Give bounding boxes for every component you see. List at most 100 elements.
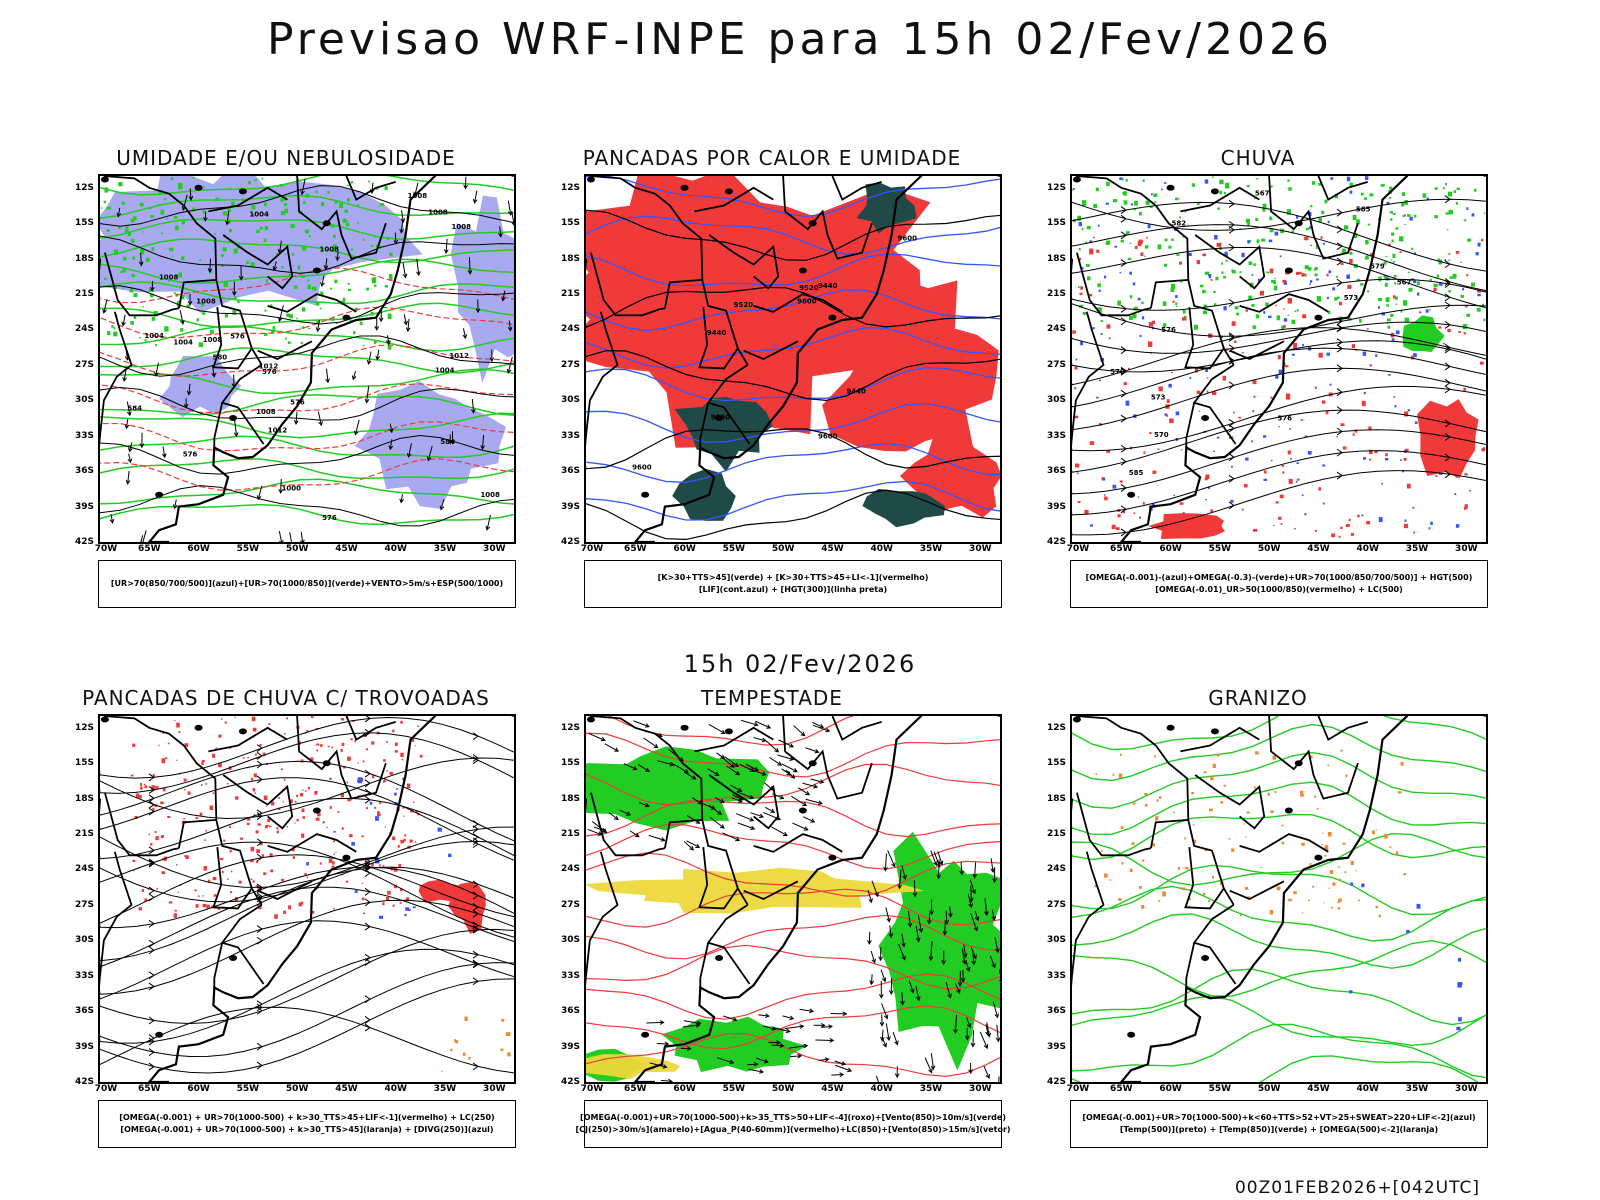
speckle <box>1392 213 1396 215</box>
speckle <box>205 829 207 832</box>
speckle <box>1323 902 1325 904</box>
speckle <box>111 325 114 328</box>
speckle <box>348 288 352 292</box>
contour-label: 1004 <box>144 332 164 340</box>
speckle <box>1255 218 1259 222</box>
latitude-tick-label: 33S <box>1046 970 1066 981</box>
pressure-contour <box>100 386 514 421</box>
longitude-tick-label: 70W <box>580 544 604 554</box>
lake-mark <box>641 491 650 498</box>
speckle <box>392 836 396 841</box>
run-timestamp: 00Z01FEB2026+[042UTC] <box>1234 1178 1480 1198</box>
wind-vector-head <box>393 239 399 245</box>
speckle <box>228 766 232 770</box>
speckle <box>156 887 159 890</box>
speckle <box>168 742 170 745</box>
wind-vector-head <box>802 801 808 807</box>
wind-vector <box>673 763 689 774</box>
wind-vector <box>834 1060 846 1065</box>
latitude-axis: 12S 15S 18S 21S 24S 27S 30S 33S 36S 39S 42S <box>542 714 582 1087</box>
speckle <box>1074 366 1078 370</box>
speckle <box>311 910 315 914</box>
speckle <box>1216 242 1222 247</box>
speckle <box>1282 471 1285 474</box>
speckle <box>1481 238 1484 242</box>
latitude-tick-label: 21S <box>560 289 580 300</box>
map-canvas: 585 585 582 579 576 576 573 570 567 573 570 567 <box>1070 174 1488 544</box>
border-line <box>345 716 396 741</box>
border-line <box>212 819 253 910</box>
speckle <box>263 238 267 243</box>
speckle <box>1384 275 1389 280</box>
speckle <box>263 872 267 876</box>
speckle <box>1104 873 1108 878</box>
wind-vector-head <box>902 874 907 880</box>
speckle <box>1081 266 1084 270</box>
wind-vector <box>499 226 502 237</box>
streamline <box>1072 246 1486 309</box>
speckle <box>1193 839 1197 844</box>
speckle <box>1344 225 1349 230</box>
wind-vector <box>189 188 192 200</box>
speckle <box>1212 391 1217 396</box>
speckle <box>1414 252 1417 255</box>
longitude-tick-label: 45W <box>1307 544 1330 554</box>
border-line <box>100 851 133 987</box>
humidity-low-levels <box>100 458 514 480</box>
speckle <box>326 826 329 828</box>
wind-vector <box>336 251 339 261</box>
speckle <box>1093 203 1098 208</box>
latitude-tick-label: 24S <box>1046 864 1066 875</box>
wind-vector <box>969 879 976 894</box>
speckle <box>349 319 353 322</box>
speckle <box>437 827 442 832</box>
contour-label: 584 <box>127 405 142 413</box>
longitude-tick-label: 30W <box>483 544 506 554</box>
wind-vector-head <box>149 286 155 292</box>
speckle <box>377 813 381 817</box>
humidity-low-levels <box>100 325 514 352</box>
speckle <box>205 783 208 785</box>
border-line <box>586 311 619 447</box>
geography <box>586 716 1000 1082</box>
longitude-tick-label: 30W <box>1455 1084 1478 1094</box>
speckle <box>1178 757 1181 760</box>
border-line <box>743 340 799 360</box>
speckle <box>311 716 314 719</box>
speckle <box>283 778 286 781</box>
speckle <box>1130 203 1134 206</box>
speckle <box>1089 240 1093 243</box>
speckle <box>151 316 156 321</box>
wind-vector-head <box>695 1023 701 1028</box>
lake-mark <box>1210 728 1219 735</box>
border-line <box>590 252 666 317</box>
speckle <box>1077 286 1080 289</box>
latitude-tick-label: 39S <box>1046 1041 1066 1052</box>
speckle <box>1471 213 1475 217</box>
lake-mark <box>1166 184 1175 191</box>
wind-vector-head <box>660 837 666 842</box>
speckle <box>1144 803 1148 807</box>
wind-vector-head <box>485 525 491 531</box>
wind-vector-head <box>233 432 239 438</box>
speckle <box>1108 337 1111 340</box>
map-canvas <box>584 714 1002 1084</box>
speckle <box>1435 475 1438 477</box>
speckle <box>1256 177 1259 180</box>
speckle <box>164 857 167 862</box>
wind-vector <box>507 200 512 215</box>
latitude-axis: 12S 15S 18S 21S 24S 27S 30S 33S 36S 39S 42S <box>542 174 582 547</box>
humidity-low-levels <box>100 503 514 526</box>
speckle <box>192 176 195 179</box>
wind-vector <box>486 515 491 530</box>
wind-vector <box>762 1025 776 1030</box>
speckle <box>1422 193 1427 198</box>
speckle <box>1245 457 1249 461</box>
speckle <box>1119 480 1123 483</box>
speckle <box>1263 478 1268 481</box>
wind-vector-head <box>799 1024 805 1029</box>
longitude-axis: 70W 65W 60W 55W 50W 45W 40W 35W 30W <box>580 544 1002 558</box>
precipitable-water-contour <box>586 1032 1000 1078</box>
wind-vector <box>737 822 755 830</box>
speckle <box>1433 287 1437 292</box>
